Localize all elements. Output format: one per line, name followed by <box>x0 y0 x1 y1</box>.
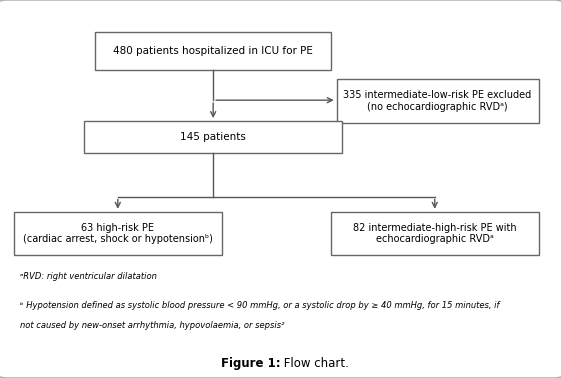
Text: 145 patients: 145 patients <box>180 132 246 142</box>
Text: Figure 1:: Figure 1: <box>221 357 280 370</box>
Text: Flow chart.: Flow chart. <box>280 357 350 370</box>
Text: ᵇ Hypotension defined as systolic blood pressure < 90 mmHg, or a systolic drop b: ᵇ Hypotension defined as systolic blood … <box>20 301 499 310</box>
FancyBboxPatch shape <box>95 32 331 70</box>
Text: ᵃRVD: right ventricular dilatation: ᵃRVD: right ventricular dilatation <box>20 272 157 281</box>
Text: not caused by new-onset arrhythmia, hypovolaemia, or sepsis²: not caused by new-onset arrhythmia, hypo… <box>20 321 284 330</box>
FancyBboxPatch shape <box>84 121 342 153</box>
Text: 480 patients hospitalized in ICU for PE: 480 patients hospitalized in ICU for PE <box>113 46 313 56</box>
FancyBboxPatch shape <box>337 79 539 123</box>
FancyBboxPatch shape <box>331 212 539 255</box>
FancyBboxPatch shape <box>14 212 222 255</box>
Text: 335 intermediate-low-risk PE excluded
(no echocardiographic RVDᵃ): 335 intermediate-low-risk PE excluded (n… <box>343 90 532 112</box>
Text: 63 high-risk PE
(cardiac arrest, shock or hypotensionᵇ): 63 high-risk PE (cardiac arrest, shock o… <box>23 223 213 244</box>
Text: 82 intermediate-high-risk PE with
echocardiographic RVDᵃ: 82 intermediate-high-risk PE with echoca… <box>353 223 517 244</box>
